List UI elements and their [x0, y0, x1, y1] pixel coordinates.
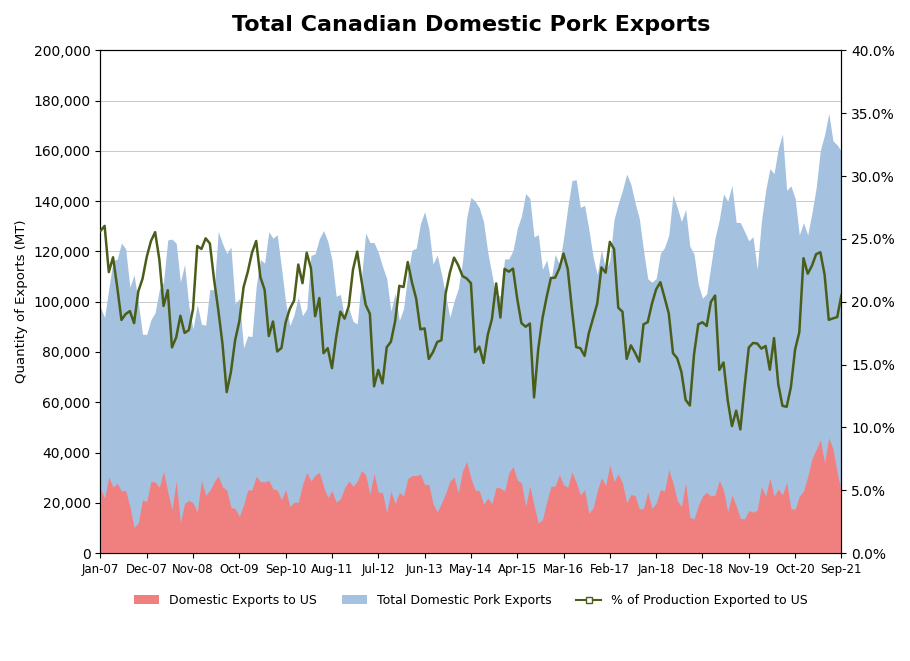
Title: Total Canadian Domestic Pork Exports: Total Canadian Domestic Pork Exports — [232, 15, 710, 35]
Legend: Domestic Exports to US, Total Domestic Pork Exports, % of Production Exported to: Domestic Exports to US, Total Domestic P… — [129, 589, 813, 612]
Y-axis label: Quantity of Exports (MT): Quantity of Exports (MT) — [15, 220, 28, 383]
